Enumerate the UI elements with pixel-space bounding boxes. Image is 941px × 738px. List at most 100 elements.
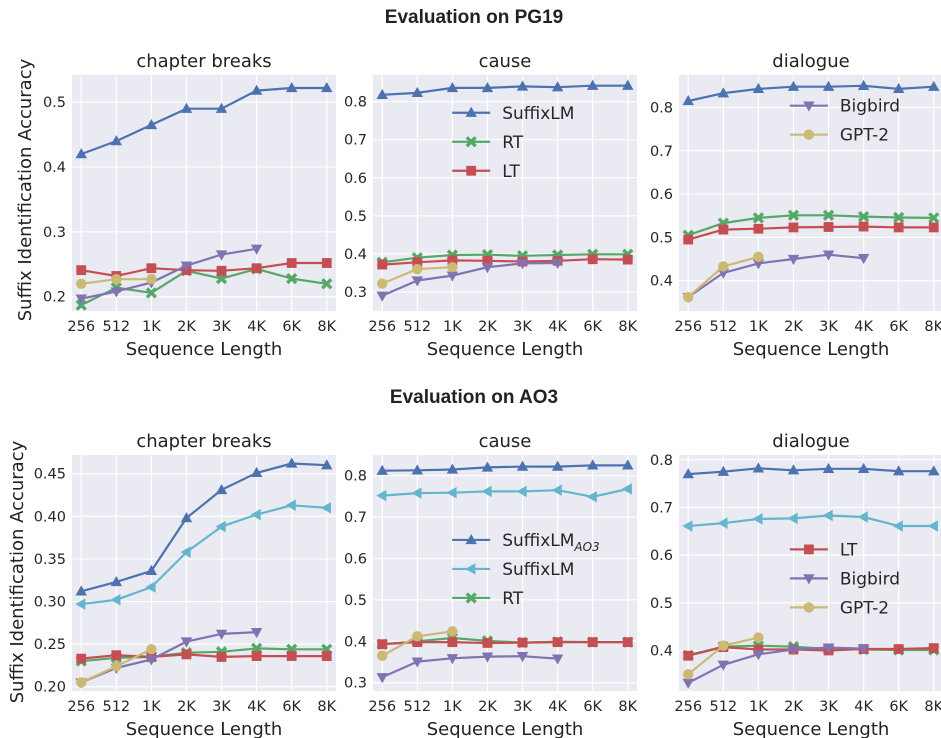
data-point-GPT-2 (718, 640, 729, 651)
data-point-LT (251, 651, 262, 661)
data-point-RT (822, 209, 835, 221)
y-tick-label: 0.8 (650, 100, 673, 116)
y-tick-label: 0.35 (34, 552, 66, 568)
x-axis-label: Sequence Length (733, 339, 890, 360)
data-point-LT (482, 255, 493, 266)
data-point-SuffixLM_AO3 (586, 459, 599, 470)
data-point-SuffixLM_AO3 (376, 464, 388, 475)
data-point-SuffixLM (857, 79, 870, 90)
x-tick-label: 6K (282, 699, 301, 715)
data-point-Bigbird (717, 268, 730, 279)
legend-label: GPT-2 (840, 598, 889, 618)
data-point-GPT-2 (76, 677, 87, 688)
data-point-Bigbird (857, 254, 870, 265)
series-line-LT (81, 653, 327, 660)
data-point-SuffixLM_AO3 (215, 483, 228, 495)
x-tick-label: 1K (443, 319, 462, 335)
data-point-SuffixLM (787, 512, 798, 525)
y-tick-label: 0.6 (344, 171, 367, 187)
data-point-SuffixLM (551, 484, 562, 496)
panel-title: cause (479, 431, 532, 452)
data-point-Bigbird (682, 678, 694, 689)
data-point-SuffixLM_AO3 (75, 585, 87, 596)
data-point-SuffixLM_AO3 (717, 465, 730, 476)
x-axis-label: Sequence Length (733, 719, 890, 738)
data-point-LT (181, 649, 192, 660)
data-point-SuffixLM (446, 81, 459, 93)
series-line-SuffixLM (382, 84, 628, 96)
data-point-LT (893, 644, 904, 654)
x-tick-label: 3K (513, 699, 532, 715)
panel-5: 256 512 1K 2K 3K 4K 6K 8K 0.4 0.5 0.6 0.7 0.8 dialogu… (650, 431, 941, 738)
y-axis-label-bottom: Suffix Identification Accuracy (7, 440, 28, 703)
data-point-SuffixLM (787, 80, 800, 91)
legend-label: RT (502, 589, 524, 609)
data-point-Bigbird (516, 259, 529, 270)
legend-marker (803, 544, 814, 555)
y-tick-label: 0.7 (650, 500, 673, 516)
x-tick-label: 4K (247, 319, 266, 335)
y-tick-label: 0.20 (34, 680, 66, 696)
y-tick-label: 0.25 (34, 637, 66, 653)
x-tick-label: 6K (282, 319, 301, 335)
data-point-SuffixLM (320, 502, 331, 514)
y-tick-label: 0.6 (344, 552, 367, 568)
data-point-GPT-2 (753, 251, 764, 263)
data-point-LT (622, 254, 633, 265)
y-tick-label: 0.5 (650, 596, 673, 612)
data-point-Bigbird (481, 263, 494, 274)
y-axis-label-top: Suffix Identification Accuracy (15, 58, 36, 321)
data-point-GPT-2 (146, 274, 157, 285)
data-point-SuffixLM (586, 491, 597, 503)
data-point-Bigbird (250, 244, 263, 255)
plot-background (679, 455, 941, 691)
data-point-SuffixLM_AO3 (752, 462, 765, 473)
data-point-SuffixLM_AO3 (622, 459, 634, 470)
x-tick-label: 4K (548, 319, 567, 335)
series-line-Bigbird (687, 253, 864, 299)
legend-marker (803, 602, 815, 613)
series-line-SuffixLM (687, 84, 934, 103)
y-tick-label: 0.45 (34, 467, 66, 483)
data-point-SuffixLM (250, 508, 261, 521)
series-line-SuffixLM_AO3 (80, 462, 327, 593)
data-point-LT (251, 263, 262, 274)
x-tick-label: 512 (709, 319, 737, 335)
y-tick-label: 0.7 (344, 133, 367, 149)
data-point-SuffixLM_AO3 (551, 460, 564, 471)
y-tick-label: 0.4 (344, 247, 367, 263)
data-point-SuffixLM (621, 483, 632, 495)
data-point-LT (447, 255, 458, 266)
data-point-Bigbird (75, 294, 87, 305)
data-point-SuffixLM_AO3 (145, 564, 158, 576)
series-line-LT (382, 258, 628, 266)
data-point-LT (788, 222, 799, 233)
data-point-GPT-2 (377, 278, 388, 289)
x-tick-label: 1K (443, 699, 462, 715)
data-point-SuffixLM (145, 581, 156, 593)
panel-title: cause (479, 51, 532, 72)
data-point-Bigbird (110, 287, 123, 298)
data-point-Bigbird (822, 643, 835, 654)
data-point-RT (321, 278, 333, 290)
x-tick-label: 6K (889, 699, 908, 715)
x-tick-label: 512 (709, 699, 737, 715)
x-tick-label: 2K (478, 319, 497, 335)
data-point-GPT-2 (146, 644, 157, 655)
data-point-SuffixLM_AO3 (110, 575, 123, 587)
x-tick-label: 3K (819, 319, 838, 335)
series-line-LT (81, 261, 327, 278)
data-point-SuffixLM (411, 86, 424, 98)
legend-marker (465, 563, 476, 575)
data-point-RT (145, 287, 158, 299)
x-tick-label: 3K (212, 319, 231, 335)
data-point-SuffixLM_AO3 (321, 459, 333, 470)
series-line-RT (80, 267, 327, 307)
data-point-SuffixLM_AO3 (892, 465, 905, 476)
data-point-Bigbird (411, 657, 424, 668)
x-tick-label: 256 (674, 319, 702, 335)
data-point-LT (286, 258, 297, 268)
series-line-LT (687, 225, 934, 241)
